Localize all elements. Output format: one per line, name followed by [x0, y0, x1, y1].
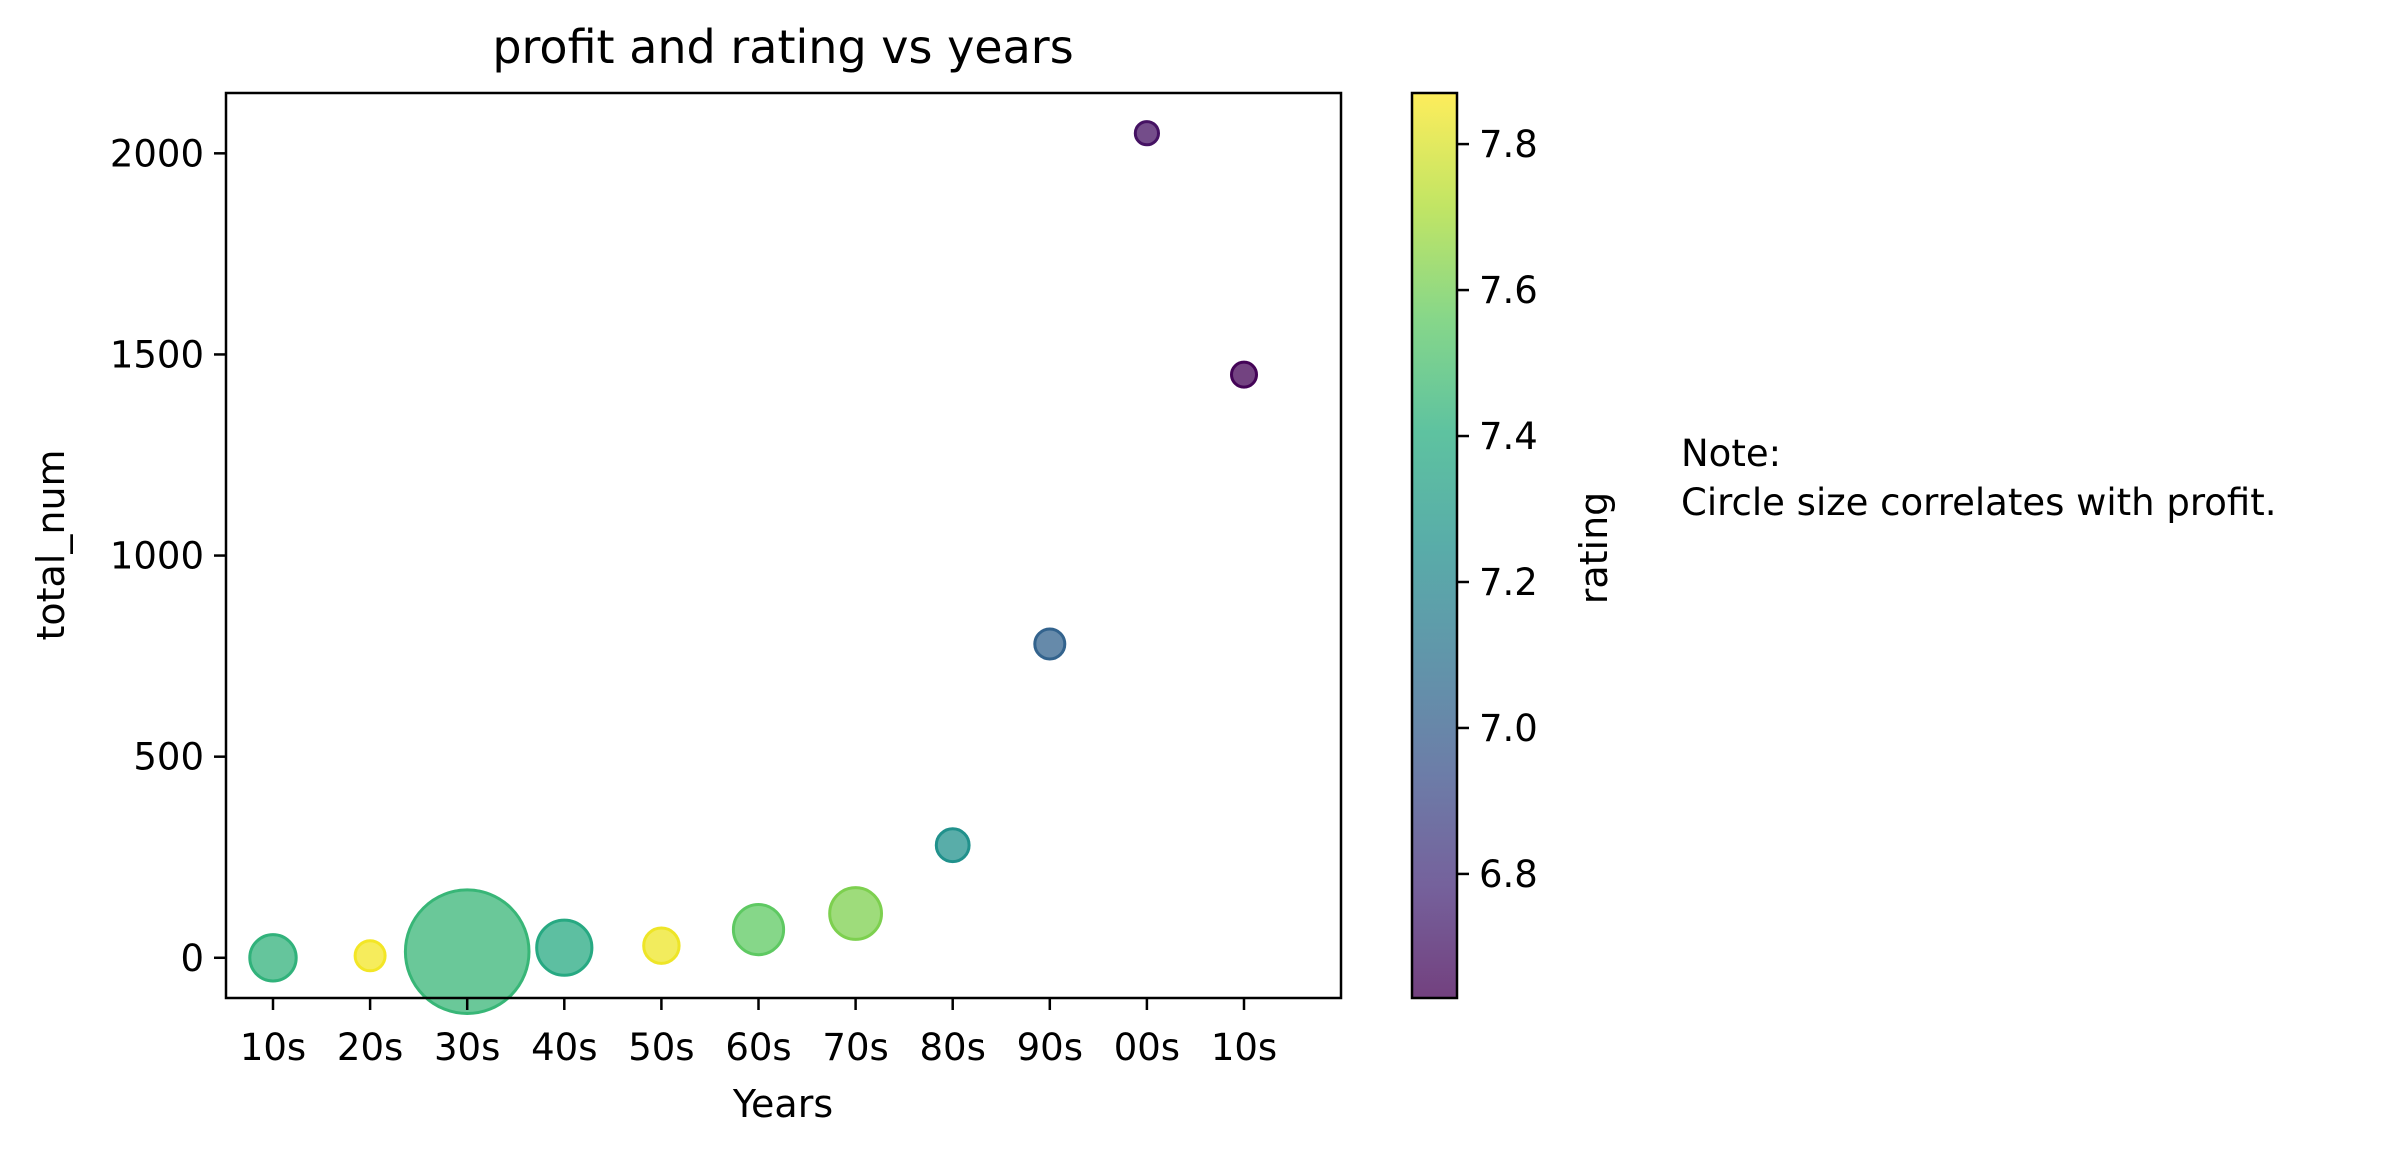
x-tick-label: 90s	[1017, 1026, 1083, 1069]
x-tick-label: 40s	[531, 1026, 597, 1069]
y-tick-label: 500	[133, 736, 204, 779]
data-point	[403, 888, 531, 1016]
data-point	[535, 918, 594, 977]
data-point	[731, 903, 786, 957]
colorbar-tick-label: 7.2	[1479, 561, 1538, 604]
y-axis-ticks: 0 500 1000 1500 2000	[110, 132, 226, 980]
note-text: Circle size correlates with profit.	[1681, 481, 2277, 524]
colorbar-tick-label: 7.0	[1479, 707, 1538, 750]
x-tick-label: 20s	[337, 1026, 403, 1069]
x-tick-label: 60s	[725, 1026, 791, 1069]
x-axis-ticks: 10s 20s 30s 40s 50s 60s 70s 80s 90s 00s 10s	[240, 998, 1277, 1069]
plot-frame	[224, 91, 1343, 1000]
y-tick-label: 1500	[110, 333, 204, 376]
x-tick-label: 50s	[628, 1026, 694, 1069]
note-title: Note:	[1681, 432, 1781, 475]
colorbar-tick-label: 7.6	[1479, 269, 1538, 312]
data-point	[1230, 360, 1258, 389]
colorbar-label: rating	[1572, 492, 1616, 605]
data-point	[828, 886, 883, 941]
data-point	[1033, 627, 1067, 661]
x-tick-label: 70s	[822, 1026, 888, 1069]
x-tick-label: 10s	[1211, 1026, 1277, 1069]
colorbar-tick-label: 7.8	[1479, 123, 1538, 166]
colorbar-tick-label: 7.4	[1479, 415, 1538, 458]
data-point	[1133, 120, 1161, 147]
chart-title: profit and rating vs years	[492, 20, 1073, 74]
x-tick-label: 10s	[240, 1026, 306, 1069]
x-axis-label: Years	[732, 1082, 833, 1126]
points-layer	[248, 120, 1258, 1016]
x-tick-label: 30s	[434, 1026, 500, 1069]
data-point	[353, 939, 387, 973]
y-axis-label: total_num	[29, 449, 73, 640]
y-tick-label: 0	[180, 937, 204, 980]
y-tick-label: 2000	[110, 132, 204, 175]
x-tick-label: 80s	[920, 1026, 986, 1069]
y-tick-label: 1000	[110, 535, 204, 578]
data-point	[248, 933, 298, 983]
colorbar-tick-label: 6.8	[1479, 853, 1538, 896]
colorbar-ticks: 6.8 7.0 7.2 7.4 7.6 7.8	[1457, 123, 1538, 896]
x-tick-label: 00s	[1114, 1026, 1180, 1069]
data-point	[934, 827, 971, 864]
colorbar	[1410, 91, 1459, 1000]
data-point	[642, 926, 681, 965]
